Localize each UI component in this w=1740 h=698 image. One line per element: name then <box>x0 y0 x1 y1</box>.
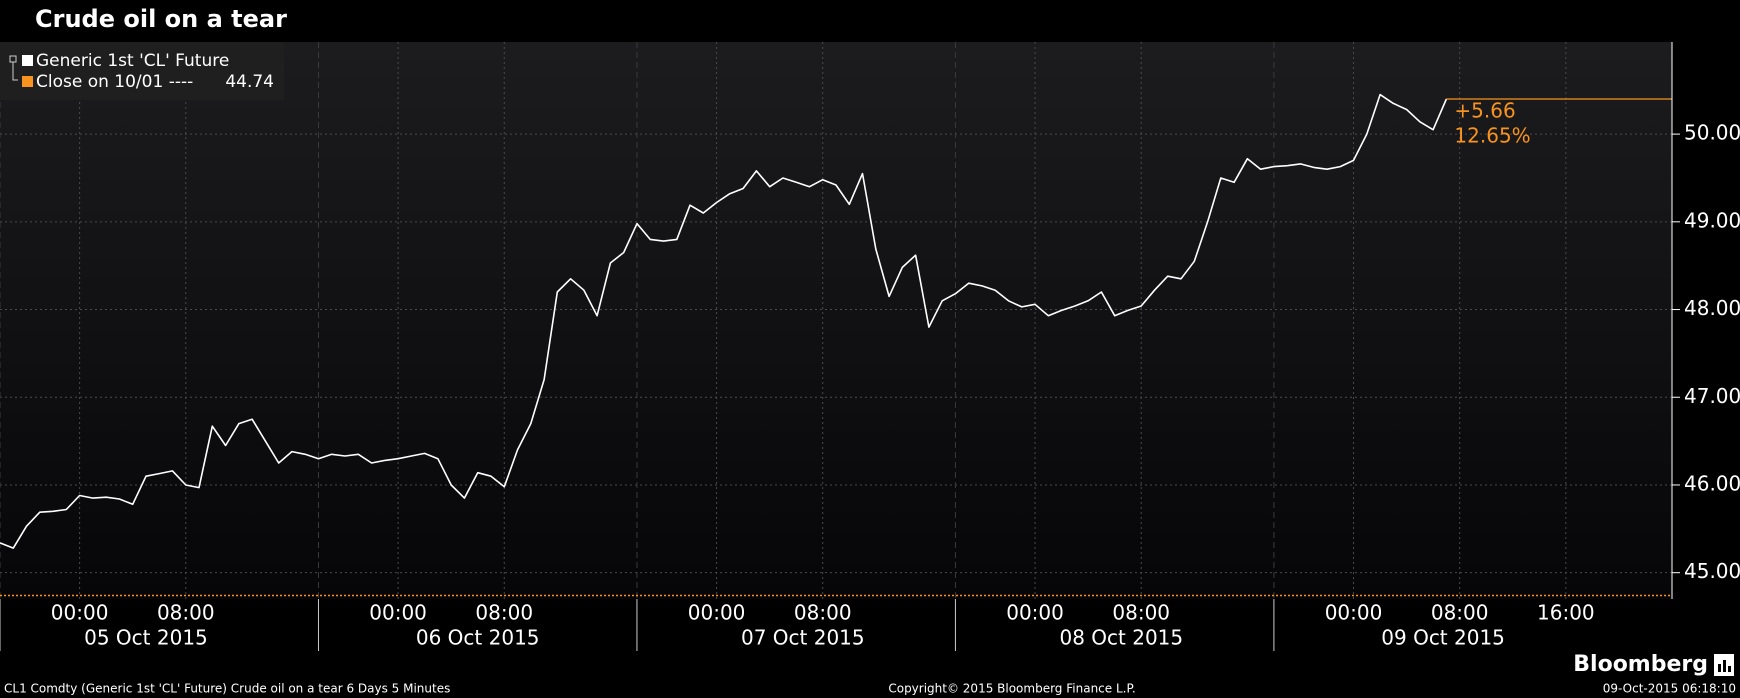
y-tick-label: 48.00 <box>1684 296 1740 320</box>
footer-center: Copyright© 2015 Bloomberg Finance L.P. <box>888 682 1135 696</box>
axes: 45.00 46.00 47.00 48.00 49.00 50.00 00:00 08:00… <box>0 42 1740 651</box>
y-tick-label: 49.00 <box>1684 208 1740 232</box>
footer-left: CL1 Comdty (Generic 1st 'CL' Future) Cru… <box>4 682 450 696</box>
x-tick-label: 08:00 <box>794 601 852 625</box>
x-tick-label: 00:00 <box>369 601 427 625</box>
x-tick-label: 16:00 <box>1537 601 1595 625</box>
y-tick-label: 47.00 <box>1684 384 1740 408</box>
legend-icon <box>12 62 18 81</box>
plot-area <box>0 42 1672 599</box>
y-tick-label: 46.00 <box>1684 471 1740 495</box>
legend-box <box>0 42 284 100</box>
x-tick-label: 08:00 <box>1431 601 1489 625</box>
brand-icon-bar <box>1728 666 1731 672</box>
x-tick-label: 00:00 <box>51 601 109 625</box>
x-major-label: 07 Oct 2015 <box>741 626 865 650</box>
change-pct-label: 12.65% <box>1454 124 1530 148</box>
legend-label: Close on 10/01 ---- <box>36 72 193 92</box>
footer-right: 09-Oct-2015 06:18:10 <box>1603 682 1736 696</box>
y-tick-label: 45.00 <box>1684 559 1740 583</box>
x-major-label: 06 Oct 2015 <box>416 626 540 650</box>
x-major-label: 09 Oct 2015 <box>1381 626 1505 650</box>
legend-swatch <box>22 76 33 87</box>
legend: Generic 1st 'CL' Future Close on 10/01 -… <box>0 42 284 100</box>
brand-icon-bar <box>1723 660 1726 672</box>
chart-title: Crude oil on a tear <box>35 5 287 33</box>
brand-icon-bar <box>1718 664 1721 672</box>
legend-value: 44.74 <box>225 72 274 92</box>
change-label: +5.66 <box>1454 99 1515 123</box>
series-line <box>0 93 1448 549</box>
brand-icon <box>1714 654 1734 676</box>
x-major-label: 08 Oct 2015 <box>1059 626 1183 650</box>
x-tick-label: 08:00 <box>1112 601 1170 625</box>
x-tick-label: 00:00 <box>1325 601 1383 625</box>
x-tick-label: 00:00 <box>1006 601 1064 625</box>
legend-label: Generic 1st 'CL' Future <box>36 51 229 71</box>
x-major-label: 05 Oct 2015 <box>84 626 208 650</box>
legend-swatch <box>22 55 33 66</box>
x-tick-label: 08:00 <box>157 601 215 625</box>
x-tick-label: 00:00 <box>688 601 746 625</box>
x-tick-label: 08:00 <box>475 601 533 625</box>
brand: Bloomberg <box>1573 652 1708 677</box>
grid <box>0 42 1672 599</box>
y-tick-label: 50.00 <box>1684 121 1740 145</box>
